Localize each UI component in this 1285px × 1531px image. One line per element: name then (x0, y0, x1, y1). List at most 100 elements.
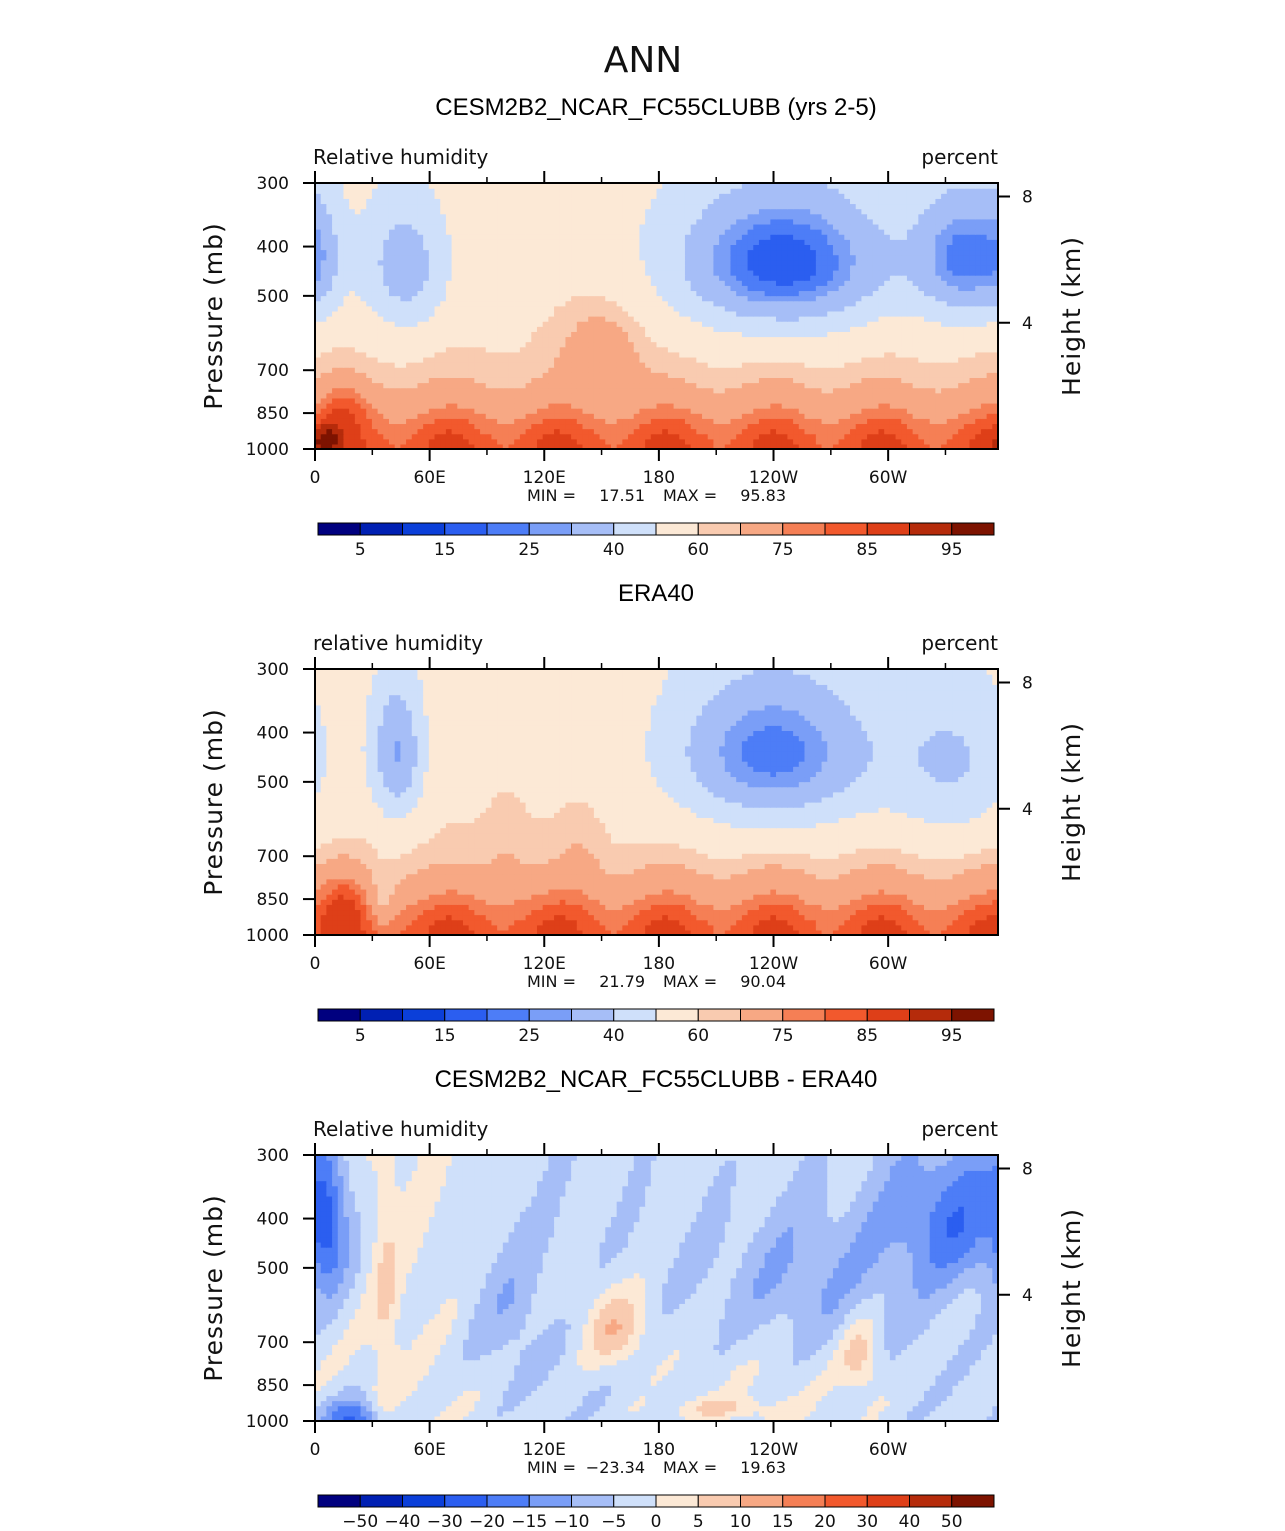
heatmap-cell (725, 372, 731, 378)
heatmap-cell (491, 408, 497, 414)
heatmap-cell (981, 311, 987, 317)
heatmap-cell (674, 439, 680, 445)
heatmap-cell (873, 393, 879, 399)
heatmap-cell (554, 280, 560, 286)
heatmap-cell (537, 383, 543, 389)
heatmap-cell (844, 398, 850, 404)
heatmap-cell (423, 372, 429, 378)
heatmap-cell (947, 362, 953, 368)
heatmap-cell (787, 265, 793, 271)
heatmap-cell (753, 336, 759, 342)
heatmap-cell (349, 296, 355, 302)
heatmap-cell (412, 290, 418, 296)
heatmap-cell (952, 306, 958, 312)
heatmap-cell (605, 280, 611, 286)
heatmap-cell (736, 434, 742, 440)
heatmap-cell (867, 403, 873, 409)
heatmap-cell (913, 321, 919, 327)
heatmap-cell (452, 352, 458, 358)
heatmap-cell (617, 260, 623, 266)
heatmap-cell (975, 362, 981, 368)
heatmap-cell (753, 347, 759, 353)
heatmap-cell (509, 275, 515, 281)
heatmap-cell (679, 398, 685, 404)
heatmap-cell (395, 301, 401, 307)
heatmap-cell (440, 311, 446, 317)
heatmap-cell (366, 403, 372, 409)
heatmap-cell (839, 439, 845, 445)
heatmap-cell (383, 352, 389, 358)
heatmap-cell (548, 408, 554, 414)
heatmap-cell (338, 280, 344, 286)
heatmap-cell (509, 250, 515, 256)
heatmap-cell (605, 439, 611, 445)
heatmap-cell (617, 429, 623, 435)
heatmap-cell (719, 429, 725, 435)
heatmap-cell (987, 418, 993, 424)
heatmap-cell (924, 352, 930, 358)
heatmap-cell (924, 296, 930, 302)
heatmap-cell (844, 352, 850, 358)
heatmap-cell (719, 250, 725, 256)
heatmap-cell (321, 434, 327, 440)
heatmap-cell (850, 336, 856, 342)
heatmap-cell (321, 388, 327, 394)
heatmap-cell (770, 357, 776, 363)
heatmap-cell (713, 434, 719, 440)
heatmap-cell (713, 270, 719, 276)
heatmap-cell (850, 239, 856, 245)
heatmap-cell (389, 234, 395, 240)
heatmap-cell (691, 342, 697, 348)
heatmap-cell (924, 434, 930, 440)
heatmap-cell (651, 377, 657, 383)
heatmap-cell (685, 357, 691, 363)
heatmap-cell (657, 362, 663, 368)
heatmap-cell (389, 429, 395, 435)
heatmap-cell (583, 377, 589, 383)
heatmap-cell (400, 239, 406, 245)
heatmap-cell (816, 403, 822, 409)
heatmap-cell (588, 234, 594, 240)
heatmap-cell (577, 234, 583, 240)
heatmap-cell (725, 270, 731, 276)
heatmap-cell (861, 439, 867, 445)
heatmap-cell (827, 239, 833, 245)
heatmap-cell (440, 280, 446, 286)
heatmap-cell (685, 383, 691, 389)
heatmap-cell (907, 239, 913, 245)
heatmap-cell (730, 347, 736, 353)
heatmap-cell (457, 383, 463, 389)
heatmap-cell (355, 311, 361, 317)
heatmap-cell (372, 285, 378, 291)
heatmap-cell (730, 326, 736, 332)
heatmap-cell (520, 434, 526, 440)
heatmap-cell (412, 270, 418, 276)
heatmap-cell (372, 388, 378, 394)
heatmap-cell (691, 311, 697, 317)
heatmap-cell (628, 285, 634, 291)
heatmap-cell (457, 280, 463, 286)
heatmap-cell (565, 234, 571, 240)
heatmap-cell (867, 306, 873, 312)
heatmap-cell (907, 342, 913, 348)
heatmap-cell (935, 321, 941, 327)
heatmap-cell (617, 285, 623, 291)
heatmap-cell (827, 408, 833, 414)
heatmap-cell (349, 331, 355, 337)
heatmap-cell (383, 357, 389, 363)
heatmap-cell (491, 316, 497, 322)
heatmap-cell (958, 316, 964, 322)
heatmap-cell (799, 423, 805, 429)
heatmap-cell (702, 377, 708, 383)
heatmap-cell (400, 260, 406, 266)
heatmap-cell (531, 383, 537, 389)
heatmap-cell (833, 342, 839, 348)
heatmap-cell (446, 275, 452, 281)
heatmap-cell (395, 270, 401, 276)
heatmap-cell (804, 239, 810, 245)
heatmap-cell (799, 244, 805, 250)
heatmap-cell (543, 403, 549, 409)
heatmap-cell (804, 296, 810, 302)
heatmap-cell (713, 398, 719, 404)
heatmap-cell (594, 331, 600, 337)
